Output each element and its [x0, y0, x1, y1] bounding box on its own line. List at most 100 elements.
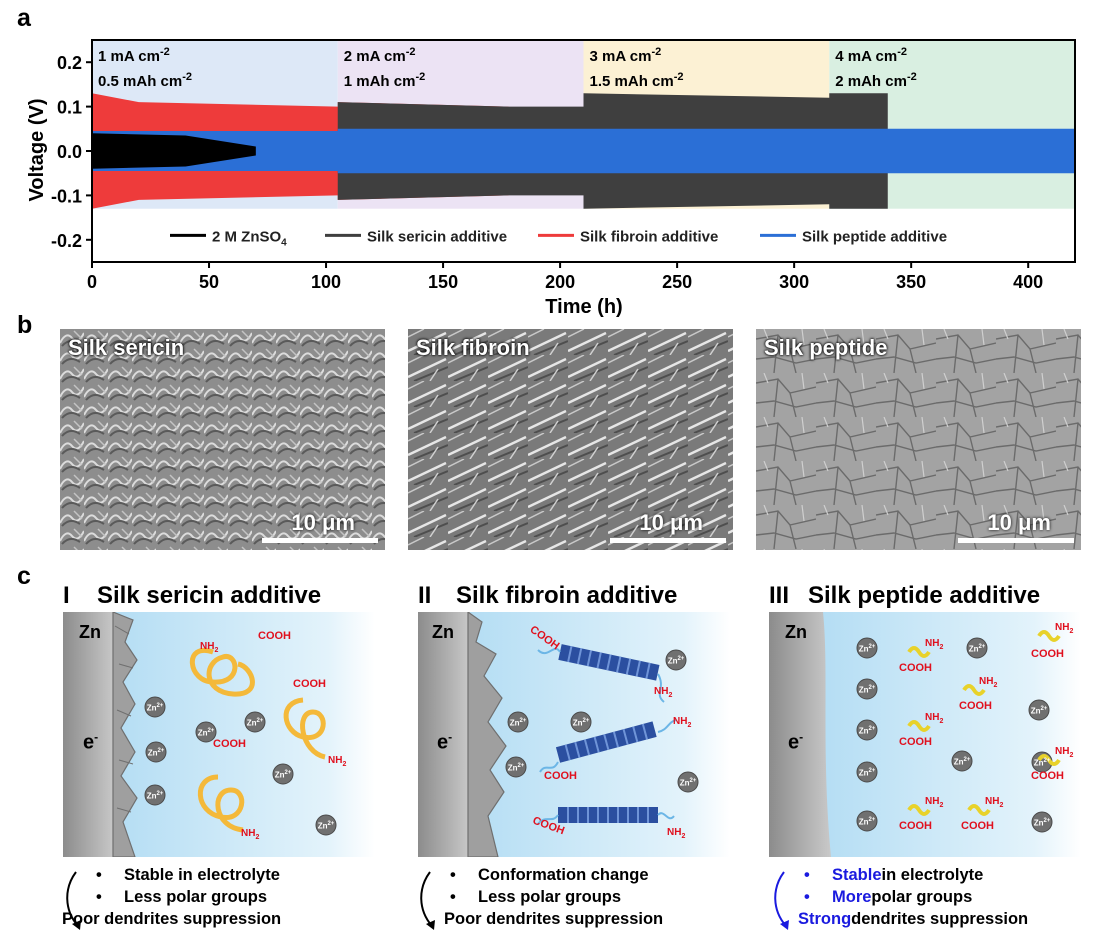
panel-label-b: b — [17, 311, 33, 339]
x-tick-label: 100 — [311, 272, 341, 292]
x-tick-label: 200 — [545, 272, 575, 292]
zn-ions — [856, 637, 1053, 833]
nh2-label: NH2 — [979, 676, 998, 689]
series-trace-1 — [92, 133, 256, 169]
axes: 0 50 100 150 200 250 300 350 400 0.2 0.1 0.0 -0.1 -0.… — [51, 53, 1043, 292]
bullet-text: Less polar groups — [124, 888, 268, 906]
bullet-text: in electrolyte — [881, 866, 984, 884]
rate-label: 1 mA cm-2 — [98, 46, 170, 65]
panel-label-c: c — [17, 562, 31, 590]
zn-ion-label: Zn2+ — [509, 718, 527, 728]
zn-ion-label: Zn2+ — [968, 644, 986, 654]
highlight-text: More — [832, 888, 872, 906]
conclusion-text: Poor dendrites suppression — [62, 910, 282, 928]
bullet-text: polar groups — [871, 888, 973, 906]
zn-ion-label: Zn2+ — [507, 763, 525, 773]
zn-ion-label: Zn2+ — [197, 728, 215, 738]
zn-ion-label: Zn2+ — [858, 644, 876, 654]
electron-label: e- — [788, 730, 804, 754]
scale-label: 10 μm — [291, 510, 355, 535]
x-tick-label: 150 — [428, 272, 458, 292]
rate-label: 2 mAh cm-2 — [835, 71, 916, 90]
sem-title: Silk sericin — [68, 335, 185, 360]
sem-image-fibroin: Silk fibroin 10 μm — [408, 329, 733, 550]
zn-ion-label: Zn2+ — [667, 656, 685, 666]
x-tick-label: 250 — [662, 272, 692, 292]
y-tick-label: 0.2 — [57, 53, 82, 73]
nh2-label: NH2 — [1055, 622, 1074, 635]
nh2-label: NH2 — [241, 828, 260, 841]
sem-texture-peptide — [756, 329, 1081, 550]
fibroin-helix — [555, 644, 660, 823]
zn-electrode — [769, 612, 831, 857]
bullet-text: Stable in electrolyte — [124, 866, 280, 884]
cooh-label: COOH — [899, 820, 932, 832]
conclusion-text: dendrites suppression — [851, 910, 1029, 928]
scale-label: 10 μm — [987, 510, 1051, 535]
sem-title: Silk fibroin — [416, 335, 530, 360]
peptide-chains — [907, 630, 1061, 816]
legend-label: Silk sericin additive — [367, 228, 507, 245]
nh2-label: NH2 — [925, 638, 944, 651]
scheme-roman-2: II — [418, 582, 432, 609]
scale-bar — [610, 538, 726, 543]
scheme-fibroin: Zn e- COOH COOH COOH NH2 NH2 NH2 — [418, 612, 730, 857]
summary-peptide: • Stable in electrolyte • More polar group… — [798, 866, 1029, 928]
panel-label-a: a — [17, 4, 31, 32]
nh2-label: NH2 — [925, 796, 944, 809]
cooh-label: COOH — [213, 738, 246, 750]
cooh-label: COOH — [959, 700, 992, 712]
nh2-label: NH2 — [925, 712, 944, 725]
zn-ion-label: Zn2+ — [858, 768, 876, 778]
zn-dendrites — [112, 612, 138, 857]
zn-ion-label: Zn2+ — [274, 770, 292, 780]
zn-ion-label: Zn2+ — [1030, 706, 1048, 716]
cooh-label: COOH — [899, 662, 932, 674]
y-tick-label: 0.0 — [57, 142, 82, 162]
legend-label: Silk peptide additive — [802, 228, 947, 245]
curved-arrow-icon — [66, 871, 81, 930]
cooh-label: COOH — [1031, 770, 1064, 782]
highlight-text: Strong — [798, 910, 852, 928]
scheme-sericin: Zn e- COOH COOH COOH NH2 NH2 NH2 — [63, 612, 375, 857]
chart-legend: 2 M ZnSO4 Silk sericin additive Silk fibro… — [170, 228, 947, 248]
x-tick-label: 50 — [199, 272, 219, 292]
scheme-roman-1: I — [63, 582, 70, 609]
zn-ions — [505, 649, 699, 793]
zn-ion-label: Zn2+ — [317, 821, 335, 831]
electron-label: e- — [83, 730, 99, 754]
scheme-peptide-drawing — [769, 612, 1081, 857]
zn-ion-label: Zn2+ — [572, 718, 590, 728]
scheme-title-fibroin: Silk fibroin additive — [456, 582, 678, 609]
nh2-label: NH2 — [985, 796, 1004, 809]
sericin-coil — [197, 774, 245, 833]
cooh-label: COOH — [293, 678, 326, 690]
x-tick-label: 400 — [1013, 272, 1043, 292]
sem-texture-sericin — [60, 329, 385, 550]
highlight-text: Stable — [832, 866, 882, 884]
zn-ion-label: Zn2+ — [147, 748, 165, 758]
cooh-label: COOH — [1031, 648, 1064, 660]
zn-label: Zn — [79, 622, 101, 642]
curved-arrow-icon — [420, 871, 435, 930]
nh2-label: NH2 — [654, 686, 673, 699]
y-axis-label: Voltage (V) — [26, 99, 48, 202]
summary-sericin: • Stable in electrolyte • Less polar group… — [62, 866, 282, 928]
zn-electrode — [63, 612, 115, 857]
bullet-text: Less polar groups — [478, 888, 622, 906]
zn-ion-label: Zn2+ — [1033, 818, 1051, 828]
y-tick-label: -0.1 — [51, 186, 82, 206]
bullet-text: Conformation change — [478, 866, 649, 884]
sem-image-peptide: Silk peptide 10 μm — [756, 329, 1081, 550]
x-tick-label: 0 — [87, 272, 97, 292]
scheme-fibroin-drawing — [418, 612, 730, 857]
nh2-label: NH2 — [200, 641, 219, 654]
voltage-chart: 0 50 100 150 200 250 300 350 400 0.2 0.1 0.0 -0.1 -0.… — [26, 39, 1076, 318]
sericin-coil — [189, 647, 255, 697]
sem-texture-fibroin — [408, 329, 733, 550]
summary-fibroin: • Conformation change • Less polar groups … — [444, 866, 664, 928]
zn-ions — [144, 696, 337, 836]
rate-label: 0.5 mAh cm-2 — [98, 71, 192, 90]
scale-label: 10 μm — [639, 510, 703, 535]
zn-label: Zn — [432, 622, 454, 642]
